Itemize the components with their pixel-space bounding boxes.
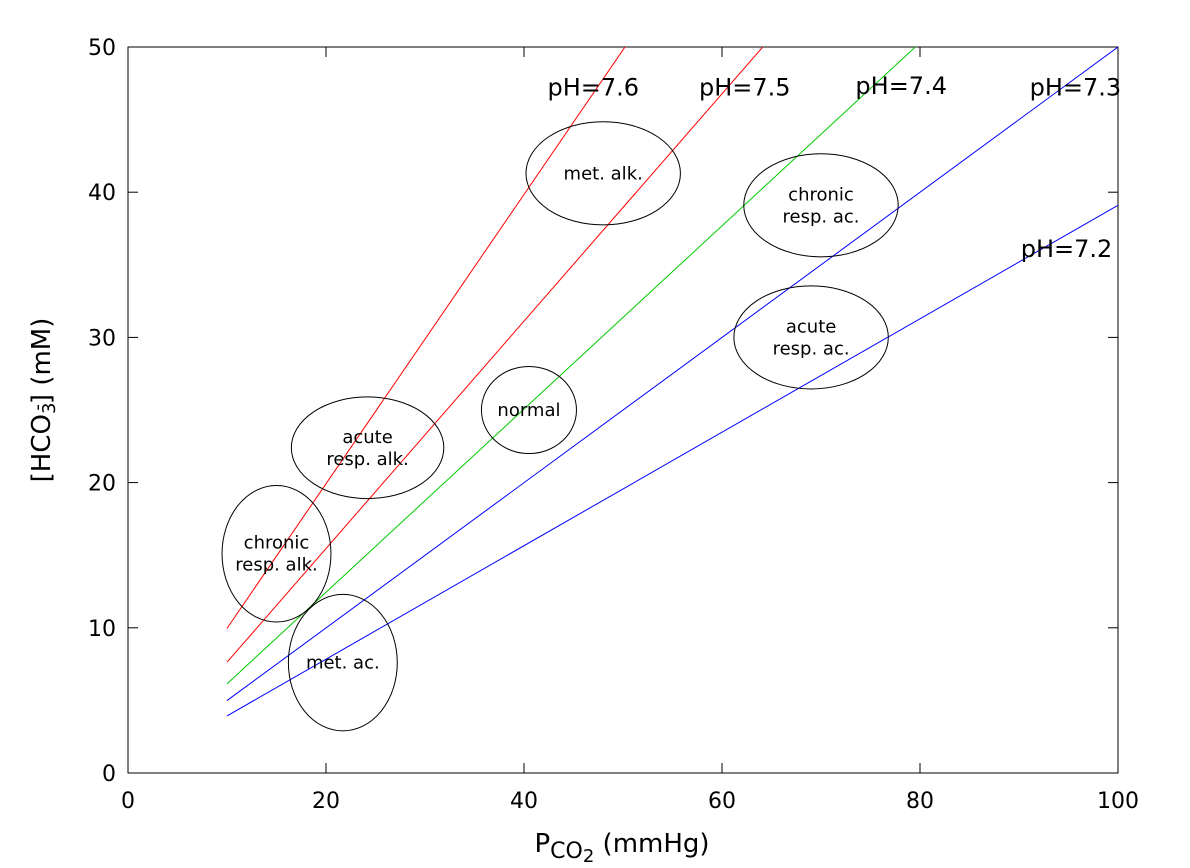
region-label: resp. ac. (783, 206, 860, 227)
y-axis-title: [HCO3-] (mM) (27, 318, 60, 483)
ph-line-label: pH=7.5 (699, 74, 791, 102)
y-tick-label: 20 (88, 472, 116, 497)
y-tick-label: 30 (88, 326, 116, 351)
region-met-ac-: met. ac. (287, 593, 398, 732)
x-tick-label: 60 (708, 789, 736, 814)
region-ellipse (221, 485, 332, 623)
x-tick-label: 80 (906, 789, 934, 814)
ph-line-label: pH=7.6 (548, 74, 640, 102)
region-met-alk-: met. alk. (525, 121, 681, 226)
series-layer (226, 47, 1118, 717)
x-tick-label: 100 (1097, 789, 1139, 814)
region-label: resp. alk. (326, 449, 409, 470)
series-line-pH74 (226, 47, 917, 685)
ph-line-label: pH=7.2 (1021, 235, 1113, 263)
axis-ticks: 0 20 40 60 80 100 0 10 20 30 40 50 (88, 36, 1139, 814)
line-labels: pH=7.6 pH=7.5 pH=7.4 pH=7.3 pH=7.2 (548, 72, 1122, 263)
series-line-pH76 (226, 47, 626, 629)
region-ellipse (733, 285, 889, 390)
region-label: met. alk. (564, 163, 643, 184)
x-axis-title: PCO2 (mmHg) (534, 829, 709, 867)
y-tick-label: 50 (88, 36, 116, 61)
y-tick-label: 10 (88, 617, 116, 642)
x-tick-label: 20 (312, 789, 340, 814)
region-label: normal (497, 400, 560, 421)
x-tick-label: 40 (510, 789, 538, 814)
region-ellipse (525, 121, 681, 226)
region-label: acute (342, 427, 392, 448)
region-ellipse (480, 365, 577, 455)
region-ellipse (290, 396, 445, 500)
series-line-pH73 (226, 47, 1118, 701)
region-normal: normal (480, 365, 577, 455)
y-tick-label: 0 (102, 762, 116, 787)
region-label: resp. ac. (773, 338, 850, 359)
series-line-pH72 (226, 204, 1118, 717)
region-ellipse (287, 593, 398, 732)
plot-frame (127, 46, 1119, 774)
ph-line-label: pH=7.4 (855, 72, 947, 100)
ph-line-label: pH=7.3 (1030, 74, 1122, 102)
region-label: resp. alk. (235, 555, 318, 576)
region-label: chronic (788, 184, 854, 205)
region-label: acute (786, 316, 836, 337)
region-label: met. ac. (306, 653, 380, 674)
region-label: chronic (244, 533, 310, 554)
region-ellipse (743, 153, 899, 258)
series-line-pH75 (226, 47, 764, 663)
x-tick-label: 0 (121, 789, 135, 814)
y-tick-label: 40 (88, 181, 116, 206)
